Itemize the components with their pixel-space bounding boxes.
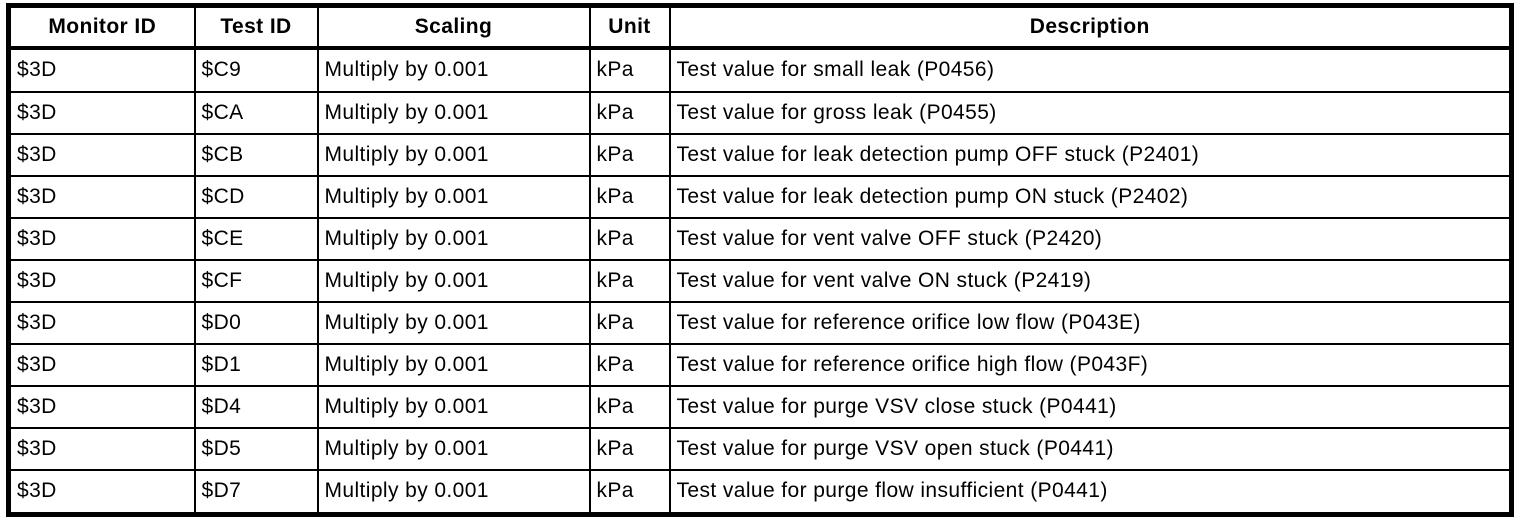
cell-unit: kPa: [588, 300, 671, 345]
cell-test-id: $D1: [193, 342, 319, 387]
table-row: $3D $CF Multiply by 0.001 kPa Test value for…: [7, 258, 1513, 303]
cell-unit: kPa: [588, 216, 671, 261]
cell-scaling: Multiply by 0.001: [316, 132, 591, 177]
cell-monitor-id: $3D: [7, 468, 196, 516]
table-row: $3D $CE Multiply by 0.001 kPa Test value for…: [7, 216, 1513, 261]
table-row: $3D $CA Multiply by 0.001 kPa Test value for…: [7, 90, 1513, 135]
cell-description: Test value for leak detection pump OFF s…: [668, 132, 1513, 177]
cell-unit: kPa: [588, 342, 671, 387]
cell-monitor-id: $3D: [7, 90, 196, 135]
cell-scaling: Multiply by 0.001: [316, 426, 591, 471]
cell-description: Test value for purge VSV open stuck (P04…: [668, 426, 1513, 471]
cell-monitor-id: $3D: [7, 384, 196, 429]
table-row: $3D $D4 Multiply by 0.001 kPa Test value for…: [7, 384, 1513, 429]
cell-monitor-id: $3D: [7, 426, 196, 471]
table-row: $3D $C9 Multiply by 0.001 kPa Test value for…: [7, 47, 1513, 93]
header-monitor-id: Monitor ID: [7, 4, 196, 50]
cell-description: Test value for vent valve ON stuck (P241…: [668, 258, 1513, 303]
table-row: $3D $D1 Multiply by 0.001 kPa Test value for…: [7, 342, 1513, 387]
cell-unit: kPa: [588, 468, 671, 516]
table-row: $3D $D7 Multiply by 0.001 kPa Test value for…: [7, 468, 1513, 516]
cell-test-id: $D7: [193, 468, 319, 516]
cell-description: Test value for reference orifice low flo…: [668, 300, 1513, 345]
table-row: $3D $CB Multiply by 0.001 kPa Test value for…: [7, 132, 1513, 177]
cell-test-id: $D4: [193, 384, 319, 429]
cell-monitor-id: $3D: [7, 47, 196, 93]
cell-test-id: $CF: [193, 258, 319, 303]
cell-scaling: Multiply by 0.001: [316, 216, 591, 261]
cell-unit: kPa: [588, 384, 671, 429]
cell-scaling: Multiply by 0.001: [316, 342, 591, 387]
header-test-id: Test ID: [193, 4, 319, 50]
cell-test-id: $D0: [193, 300, 319, 345]
cell-monitor-id: $3D: [7, 216, 196, 261]
cell-description: Test value for vent valve OFF stuck (P24…: [668, 216, 1513, 261]
monitor-test-table: Monitor ID Test ID Scaling Unit Descript…: [6, 3, 1514, 517]
cell-description: Test value for small leak (P0456): [668, 47, 1513, 93]
cell-scaling: Multiply by 0.001: [316, 258, 591, 303]
header-unit: Unit: [588, 4, 671, 50]
table-row: $3D $CD Multiply by 0.001 kPa Test value for…: [7, 174, 1513, 219]
cell-description: Test value for leak detection pump ON st…: [668, 174, 1513, 219]
cell-scaling: Multiply by 0.001: [316, 90, 591, 135]
cell-scaling: Multiply by 0.001: [316, 300, 591, 345]
cell-test-id: $CE: [193, 216, 319, 261]
cell-scaling: Multiply by 0.001: [316, 47, 591, 93]
cell-test-id: $D5: [193, 426, 319, 471]
cell-unit: kPa: [588, 90, 671, 135]
header-row: Monitor ID Test ID Scaling Unit Descript…: [7, 4, 1513, 50]
cell-description: Test value for gross leak (P0455): [668, 90, 1513, 135]
cell-unit: kPa: [588, 426, 671, 471]
cell-scaling: Multiply by 0.001: [316, 384, 591, 429]
table-body: $3D $C9 Multiply by 0.001 kPa Test value for…: [7, 47, 1513, 516]
table-row: $3D $D5 Multiply by 0.001 kPa Test value for…: [7, 426, 1513, 471]
cell-monitor-id: $3D: [7, 300, 196, 345]
cell-scaling: Multiply by 0.001: [316, 468, 591, 516]
table-row: $3D $D0 Multiply by 0.001 kPa Test value for…: [7, 300, 1513, 345]
cell-description: Test value for purge flow insufficient (…: [668, 468, 1513, 516]
cell-unit: kPa: [588, 132, 671, 177]
header-description: Description: [668, 4, 1513, 50]
cell-test-id: $CB: [193, 132, 319, 177]
cell-description: Test value for purge VSV close stuck (P0…: [668, 384, 1513, 429]
cell-test-id: $CD: [193, 174, 319, 219]
cell-monitor-id: $3D: [7, 258, 196, 303]
table-header: Monitor ID Test ID Scaling Unit Descript…: [7, 4, 1513, 50]
cell-monitor-id: $3D: [7, 174, 196, 219]
cell-test-id: $C9: [193, 47, 319, 93]
cell-scaling: Multiply by 0.001: [316, 174, 591, 219]
cell-unit: kPa: [588, 258, 671, 303]
cell-monitor-id: $3D: [7, 132, 196, 177]
cell-unit: kPa: [588, 174, 671, 219]
cell-monitor-id: $3D: [7, 342, 196, 387]
cell-test-id: $CA: [193, 90, 319, 135]
cell-unit: kPa: [588, 47, 671, 93]
cell-description: Test value for reference orifice high fl…: [668, 342, 1513, 387]
header-scaling: Scaling: [316, 4, 591, 50]
